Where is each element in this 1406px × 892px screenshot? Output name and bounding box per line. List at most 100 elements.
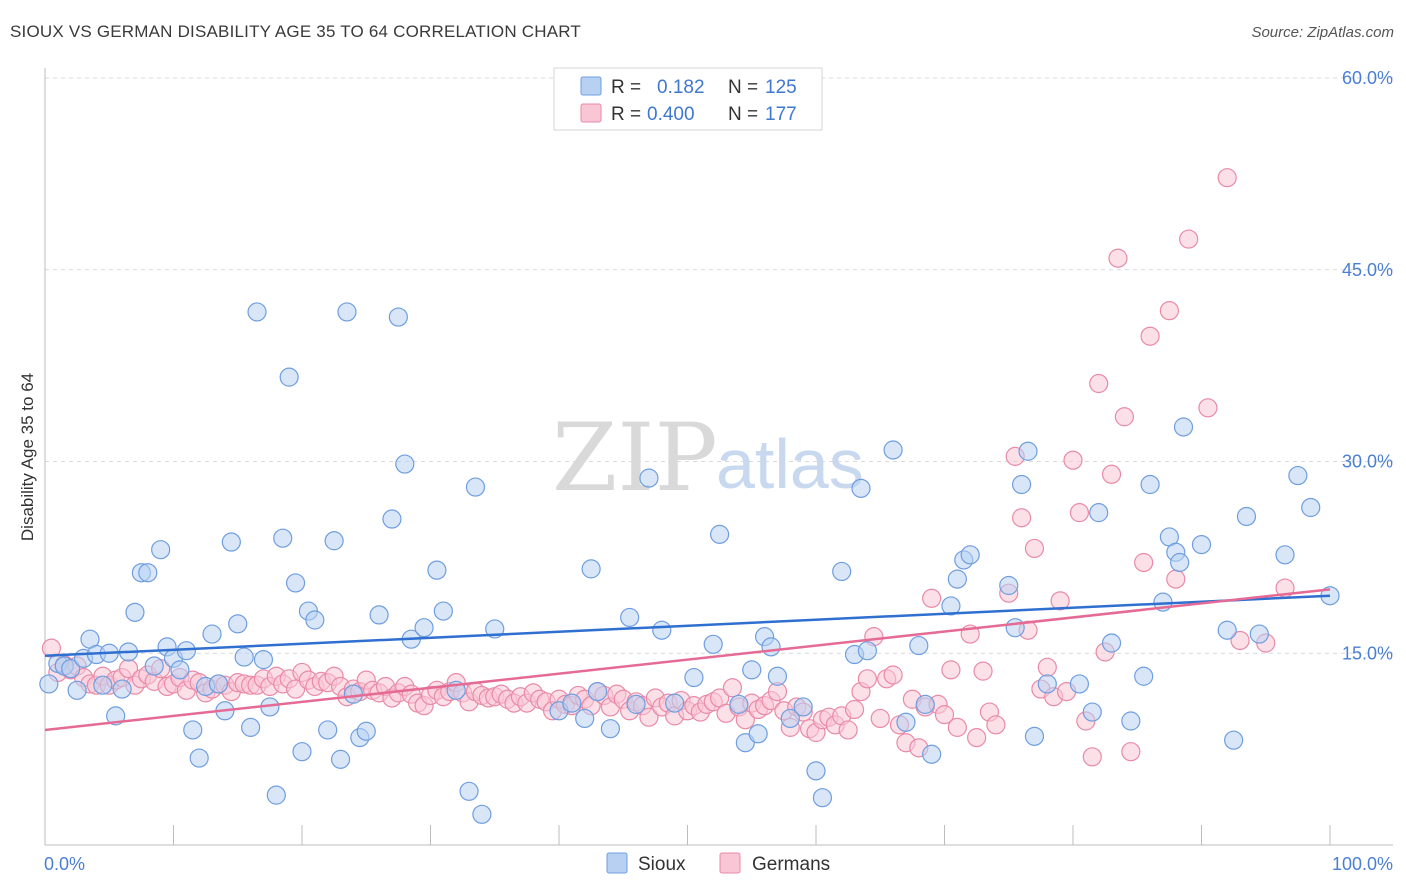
bottom-legend-sioux-swatch xyxy=(606,852,628,874)
sioux-point xyxy=(427,560,447,580)
sioux-point xyxy=(93,675,113,695)
sioux-point xyxy=(915,694,935,714)
sioux-point xyxy=(922,744,942,764)
y-tick-label: 15.0% xyxy=(1342,643,1393,663)
sioux-point xyxy=(1173,417,1194,437)
sioux-point xyxy=(793,697,813,717)
sioux-point xyxy=(324,531,344,551)
sioux-point xyxy=(305,610,325,630)
germans-trend-line xyxy=(44,588,1331,732)
sioux-point xyxy=(600,719,621,739)
sioux-point xyxy=(1101,633,1122,653)
sioux-point xyxy=(273,528,293,548)
sioux-point xyxy=(665,693,685,713)
legend-germans-r-value: 0.400 xyxy=(647,104,695,125)
germans-point xyxy=(986,715,1006,735)
sioux-point xyxy=(241,717,261,737)
sioux-point xyxy=(170,660,190,680)
germans-point xyxy=(1230,630,1250,651)
legend-germans-n-label: N = xyxy=(728,104,758,125)
sioux-point xyxy=(729,694,749,714)
sioux-point xyxy=(1037,674,1057,694)
sioux-point xyxy=(703,634,723,654)
watermark-zip: ZIP xyxy=(552,404,718,513)
sioux-point xyxy=(1170,552,1190,573)
y-axis-label: Disability Age 35 to 64 xyxy=(18,373,37,541)
sioux-point xyxy=(575,708,595,729)
sioux-point xyxy=(896,712,916,732)
sioux-point xyxy=(1134,666,1154,686)
sioux-point xyxy=(356,721,376,741)
sioux-point xyxy=(382,509,402,529)
sioux-point xyxy=(395,454,415,474)
legend-germans-r-label: R = xyxy=(611,104,641,125)
sioux-point xyxy=(183,720,203,740)
sioux-point xyxy=(1249,624,1269,644)
legend-sioux-r-label: R = xyxy=(611,77,641,98)
legend-sioux-r-value: 0.182 xyxy=(657,77,705,98)
sioux-point xyxy=(1191,534,1212,555)
sioux-point xyxy=(414,618,434,638)
sioux-point xyxy=(459,781,479,801)
sioux-point xyxy=(581,559,601,579)
sioux-point xyxy=(388,307,408,327)
sioux-point xyxy=(1288,465,1308,486)
sioux-point xyxy=(1024,726,1045,746)
germans-point xyxy=(922,588,942,608)
sioux-point xyxy=(960,545,980,565)
germans-point xyxy=(967,728,987,748)
legend-sioux-n-value: 125 xyxy=(765,77,797,98)
germans-point xyxy=(1121,742,1141,762)
sioux-point xyxy=(234,647,254,667)
sioux-point xyxy=(292,742,312,762)
sioux-point xyxy=(337,302,357,322)
sioux-point xyxy=(767,666,788,686)
sioux-point xyxy=(343,684,363,704)
germans-point xyxy=(1101,464,1122,484)
germans-point xyxy=(947,717,967,737)
top-legend: R = 0.182 N = 125 R = 0.400 N = 177 xyxy=(553,67,823,131)
germans-point xyxy=(1134,552,1154,573)
sioux-point xyxy=(620,607,640,628)
x-tick-label-max: 100.0% xyxy=(1332,854,1393,874)
sioux-point xyxy=(832,561,852,582)
germans-point xyxy=(1108,248,1128,268)
sioux-point xyxy=(857,641,878,661)
legend-germans-n-value: 177 xyxy=(765,104,797,125)
x-tick-label-min: 0.0% xyxy=(44,854,85,874)
sioux-point xyxy=(999,575,1019,596)
sioux-point xyxy=(780,708,800,729)
sioux-point xyxy=(318,720,338,740)
sioux-point xyxy=(1069,674,1090,694)
sioux-point xyxy=(1224,730,1244,750)
sioux-point xyxy=(1005,618,1025,638)
sioux-point xyxy=(761,637,781,657)
germans-point xyxy=(639,707,659,727)
source-label: Source: ZipAtlas.com xyxy=(1251,24,1394,41)
sioux-point xyxy=(279,367,299,387)
sioux-point xyxy=(465,477,486,497)
sioux-point xyxy=(1089,503,1109,523)
sioux-point xyxy=(562,693,582,713)
sioux-point xyxy=(639,468,659,488)
sioux-point xyxy=(812,788,833,808)
bottom-legend-germans-label: Germans xyxy=(752,854,830,875)
sioux-point xyxy=(138,563,158,583)
sioux-point xyxy=(330,749,351,769)
sioux-point xyxy=(626,694,646,714)
germans-point xyxy=(722,678,743,698)
sioux-point xyxy=(228,614,248,634)
legend-sioux-swatch xyxy=(580,76,602,96)
germans-point xyxy=(1011,508,1032,528)
sioux-point xyxy=(1140,474,1160,495)
legend-germans-swatch xyxy=(580,103,602,123)
germans-point xyxy=(1166,569,1186,589)
sioux-point xyxy=(202,624,222,644)
sioux-point xyxy=(1011,474,1032,495)
sioux-point xyxy=(1217,620,1237,640)
sioux-point xyxy=(39,674,59,694)
sioux-point xyxy=(883,440,903,460)
sioux-point xyxy=(1275,545,1295,565)
sioux-point xyxy=(61,658,81,679)
axes-layer xyxy=(44,68,1393,846)
